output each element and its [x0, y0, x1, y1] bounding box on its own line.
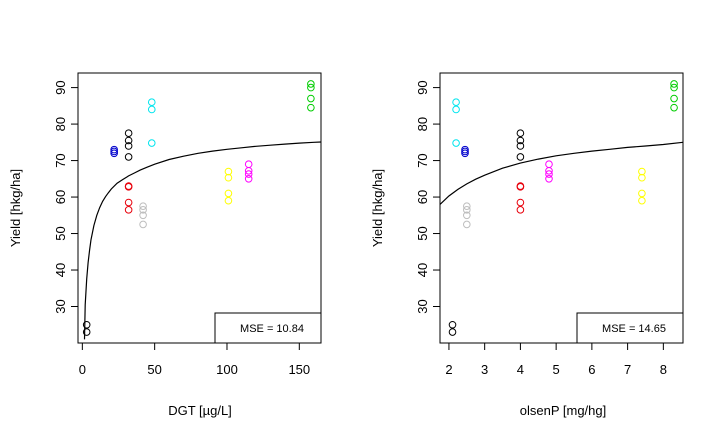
data-point: [307, 80, 315, 88]
data-point: [124, 129, 133, 138]
data-point: [516, 206, 525, 214]
y-tick-label: 60: [53, 190, 68, 204]
y-tick-label: 90: [53, 80, 68, 94]
data-point: [110, 147, 118, 156]
x-axis-title: olsenP [mg/hg]: [520, 403, 606, 418]
data-point: [463, 206, 471, 214]
data-point: [463, 202, 471, 210]
fit-curve: [83, 141, 321, 340]
data-point: [124, 153, 133, 161]
data-point: [545, 175, 553, 183]
mse-box: [576, 312, 684, 344]
x-tick-label: 5: [553, 362, 560, 377]
y-tick-label: 30: [53, 299, 68, 313]
mse-label: MSE = 14.65: [602, 323, 666, 335]
y-tick-label: 60: [415, 190, 430, 204]
fit-curve: [440, 141, 683, 205]
x-tick-label: 8: [660, 362, 667, 377]
data-point: [124, 198, 133, 207]
data-point: [545, 166, 553, 175]
data-point: [545, 170, 553, 178]
y-tick-label: 30: [415, 299, 430, 313]
x-axis-title: DGT [µg/L]: [168, 403, 232, 418]
data-point: [224, 196, 233, 205]
data-point: [307, 94, 315, 103]
data-point: [224, 173, 233, 182]
data-point: [244, 175, 253, 183]
data-point: [124, 142, 133, 150]
data-point: [638, 196, 646, 205]
mse-box: [214, 312, 322, 344]
data-point: [516, 142, 525, 150]
data-point: [139, 206, 147, 214]
data-point: [139, 220, 147, 229]
data-point: [139, 202, 147, 210]
data-point: [516, 183, 525, 191]
data-point: [224, 189, 233, 198]
data-point: [139, 211, 147, 220]
data-point: [516, 129, 525, 138]
data-point: [463, 211, 471, 220]
data-point: [670, 103, 678, 112]
left-panel-dgt: 0 50 100 150 30 40 50 60 70 80 90 DGT [µg/L] Yield […: [8, 72, 322, 418]
data-point: [244, 170, 253, 178]
data-point: [638, 173, 646, 182]
data-point: [147, 105, 156, 114]
y-tick-label: 80: [53, 117, 68, 131]
x-tick-label: 6: [588, 362, 595, 377]
data-point: [124, 136, 133, 145]
data-point: [670, 94, 678, 103]
right-panel-olsenp: 2 3 4 5 6 7 8 30 40 50 60 70 80 90 olsenP [mg/hg] Yield…: [370, 72, 684, 418]
y-tick-label: 70: [53, 153, 68, 167]
y-tick-label: 50: [53, 226, 68, 240]
data-point: [124, 206, 133, 214]
data-point: [452, 139, 460, 147]
data-point: [670, 83, 678, 92]
plot-frame: [77, 72, 322, 344]
data-point: [516, 136, 525, 145]
data-point: [307, 83, 315, 92]
x-tick-label: 3: [481, 362, 488, 377]
x-tick-label: 0: [79, 362, 86, 377]
data-point: [448, 320, 457, 329]
mse-label: MSE = 10.84: [240, 323, 304, 335]
y-axis-title: Yield [hkg/ha]: [8, 169, 23, 247]
x-tick-label: 100: [216, 362, 238, 377]
data-point: [452, 105, 460, 114]
x-tick-label: 50: [147, 362, 161, 377]
data-point: [124, 183, 133, 191]
plot-frame: [439, 72, 684, 344]
y-tick-label: 80: [415, 117, 430, 131]
data-point: [516, 198, 525, 207]
data-point: [82, 328, 91, 336]
data-point: [638, 189, 646, 198]
x-tick-label: 150: [288, 362, 310, 377]
y-axis-title: Yield [hkg/ha]: [370, 169, 385, 247]
data-point: [461, 147, 469, 156]
data-point: [82, 320, 91, 329]
x-tick-label: 4: [517, 362, 524, 377]
data-point: [670, 80, 678, 88]
y-tick-label: 40: [415, 263, 430, 277]
y-tick-label: 40: [53, 263, 68, 277]
x-tick-label: 7: [624, 362, 631, 377]
y-tick-label: 50: [415, 226, 430, 240]
x-tick-label: 2: [445, 362, 452, 377]
data-point: [307, 103, 315, 112]
data-point: [244, 166, 253, 175]
data-point: [448, 328, 457, 336]
data-point: [516, 153, 525, 161]
data-point: [147, 139, 156, 147]
data-point: [147, 98, 156, 106]
data-point: [452, 98, 460, 106]
y-tick-label: 70: [415, 153, 430, 167]
data-point: [463, 220, 471, 229]
y-tick-label: 90: [415, 80, 430, 94]
